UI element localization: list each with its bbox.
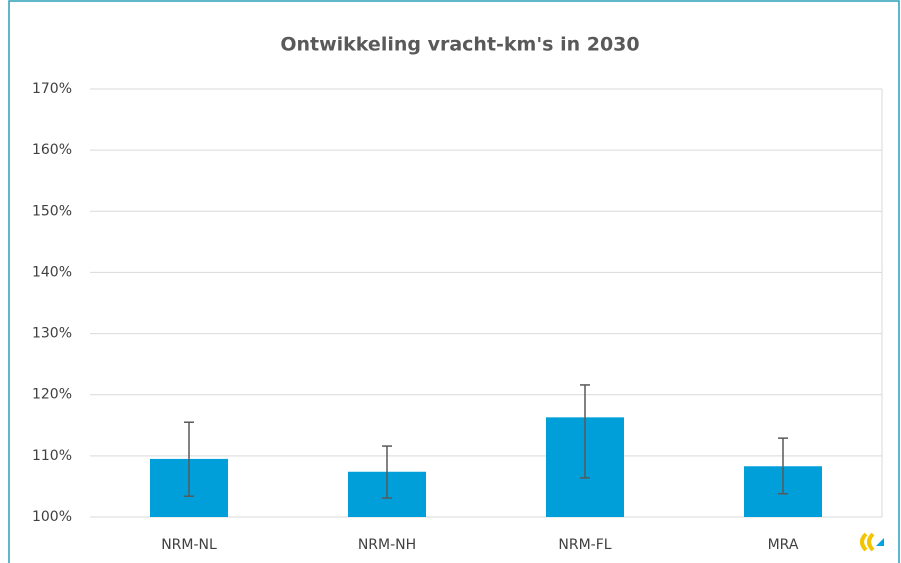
y-tick-label: 100% xyxy=(32,509,72,525)
x-tick-label: NRM-NH xyxy=(358,537,416,553)
y-tick-label: 120% xyxy=(32,387,72,403)
x-tick-label: MRA xyxy=(768,537,799,553)
frame xyxy=(8,0,900,563)
x-tick-label: NRM-FL xyxy=(558,537,611,553)
logo xyxy=(860,532,884,552)
x-tick-label: NRM-NL xyxy=(161,537,217,553)
chart-title: Ontwikkeling vracht-km's in 2030 xyxy=(280,34,639,56)
y-tick-label: 110% xyxy=(32,448,72,464)
y-tick-label: 150% xyxy=(32,203,72,219)
y-tick-label: 170% xyxy=(32,81,72,97)
y-tick-label: 140% xyxy=(32,264,72,280)
y-tick-label: 130% xyxy=(32,326,72,342)
y-tick-label: 160% xyxy=(32,142,72,158)
